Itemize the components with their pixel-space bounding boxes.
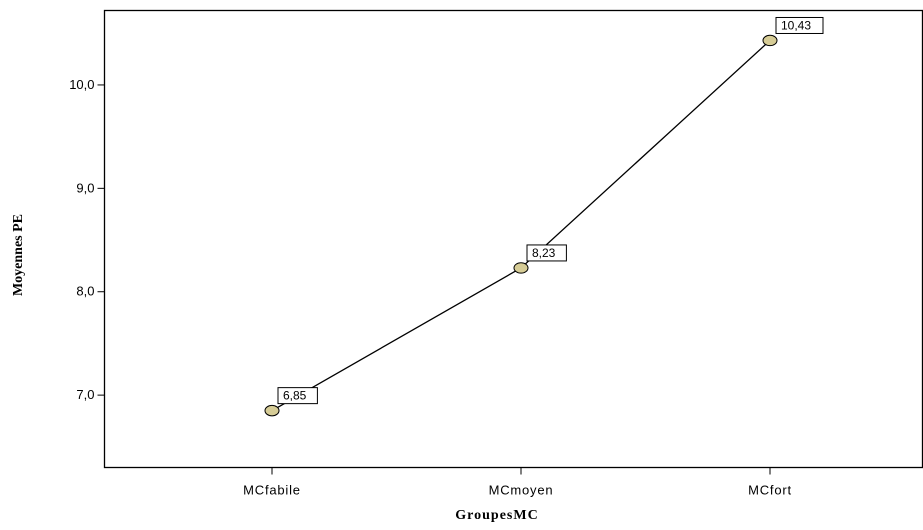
y-tick-label-1: 8,0 [76, 284, 94, 299]
x-tick-label-2: MCfort [748, 483, 792, 498]
y-tick-label-0: 7,0 [76, 387, 94, 402]
plot-area-frame [103, 9, 923, 469]
data-label-0: 6,85 [283, 389, 307, 403]
series-line [271, 40, 771, 412]
x-axis-title: GroupesMC [455, 508, 538, 523]
x-axis: MCfabile MCmoyen MCfort [243, 467, 792, 498]
data-point-1 [513, 262, 529, 274]
y-axis-title: Moyennes PE [11, 214, 26, 296]
y-tick-label-3: 10,0 [69, 77, 94, 92]
data-point-2 [762, 34, 778, 47]
y-tick-label-2: 9,0 [76, 180, 94, 195]
data-label-box-2 [775, 16, 824, 34]
data-point-0 [264, 404, 280, 417]
data-label-1: 8,23 [532, 246, 556, 260]
data-label-box-1 [526, 244, 567, 262]
series-layer: 6,85 8,23 10,43 [264, 16, 824, 417]
data-label-box-0 [277, 387, 318, 405]
x-tick-label-1: MCmoyen [489, 483, 554, 498]
y-axis: 7,0 8,0 9,0 10,0 [69, 77, 105, 402]
data-label-2: 10,43 [781, 18, 811, 32]
x-tick-label-0: MCfabile [243, 483, 301, 498]
